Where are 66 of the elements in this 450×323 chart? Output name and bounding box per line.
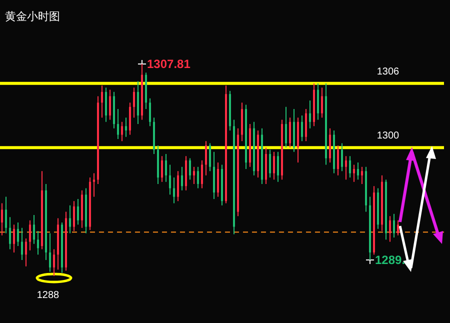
candlestick — [337, 144, 339, 176]
candlestick — [9, 216, 11, 250]
candlestick — [397, 220, 399, 236]
candlestick — [137, 80, 139, 125]
annotation: 1289. — [375, 252, 406, 267]
candlestick — [357, 162, 359, 180]
chart-title: 黄金小时图 — [5, 10, 60, 23]
candlestick — [161, 156, 163, 182]
candlestick — [285, 106, 287, 148]
candlestick — [13, 224, 15, 253]
candlestick — [21, 227, 23, 260]
candlestick — [93, 172, 95, 198]
candlestick — [321, 87, 323, 118]
candlestick — [309, 100, 311, 129]
candlestick — [341, 142, 343, 172]
candlestick — [353, 164, 355, 182]
candlestick — [49, 232, 51, 272]
candlestick — [181, 166, 183, 191]
candlestick — [69, 204, 71, 234]
candlestick — [345, 156, 347, 180]
candlestick — [25, 238, 27, 267]
candlestick — [317, 82, 319, 120]
candlestick — [101, 85, 103, 118]
candlestick — [33, 214, 35, 244]
candlestick — [29, 220, 31, 251]
candlestick — [273, 151, 275, 180]
candlestick — [109, 89, 111, 120]
candlestick — [177, 170, 179, 202]
candlestick — [329, 128, 331, 164]
candlestick — [125, 117, 127, 138]
candlestick — [121, 121, 123, 142]
candlestick — [53, 248, 55, 276]
candlestick — [393, 213, 395, 238]
candlestick — [165, 154, 167, 182]
candlestick — [209, 142, 211, 172]
candlestick — [193, 166, 195, 184]
candlestick — [105, 87, 107, 122]
candlestick — [289, 117, 291, 148]
candlestick — [37, 230, 39, 256]
candlestick — [149, 98, 151, 127]
candlestick — [5, 196, 7, 234]
candlestick — [73, 200, 75, 232]
ref-line-label: 1306 — [376, 66, 400, 78]
candlestick — [197, 166, 199, 189]
candlestick — [277, 151, 279, 182]
candlestick — [169, 164, 171, 196]
candlestick — [117, 108, 119, 140]
candlestick — [361, 166, 363, 184]
text: 1288 — [36, 290, 60, 301]
candlestick — [389, 216, 391, 242]
candlestick — [173, 177, 175, 204]
candlestick — [217, 162, 219, 198]
candlestick — [133, 87, 135, 118]
candlestick — [305, 108, 307, 142]
candlestick — [269, 149, 271, 178]
annotation: 1307.81 — [147, 57, 191, 71]
candlestick — [349, 156, 351, 178]
candlestick — [77, 198, 79, 226]
ref-line-label: 1300 — [376, 130, 400, 142]
candlestick — [17, 222, 19, 247]
candlestick — [1, 202, 3, 236]
candlestick — [201, 160, 203, 189]
candlestick — [301, 114, 303, 142]
candlestick — [129, 102, 131, 136]
candlestick — [189, 158, 191, 180]
candlestick — [205, 140, 207, 176]
